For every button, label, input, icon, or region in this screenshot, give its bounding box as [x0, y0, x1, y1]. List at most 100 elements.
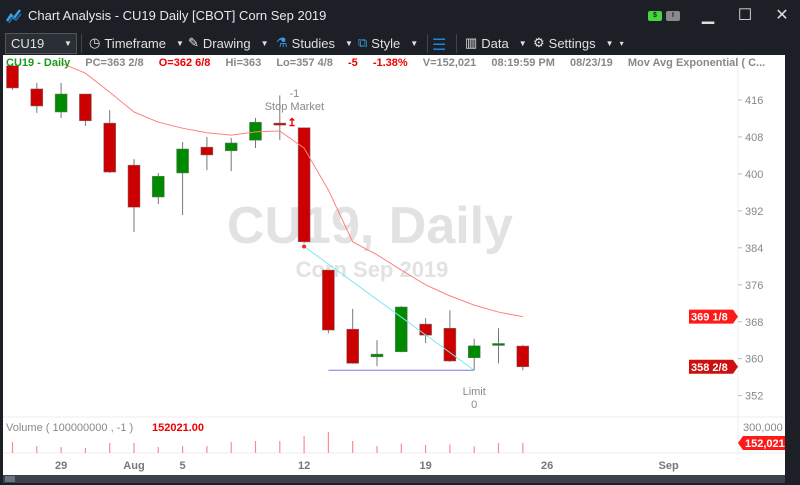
chart-header: CU19 - Daily PC=363 2/8 O=362 6/8 Hi=363…: [6, 57, 777, 69]
clock-icon: ◷: [89, 35, 101, 50]
link-button[interactable]: ☰: [432, 35, 446, 55]
settings-label: Settings: [548, 35, 596, 51]
studies-label: Studies: [291, 35, 336, 51]
flask-icon: ⚗: [276, 35, 288, 50]
toolbar: CU19 ▼ ◷ Timeframe ▼ ✎ Drawing ▼ ⚗ Studies ▼ ⧉ S…: [0, 32, 800, 55]
style-icon: ⧉: [358, 35, 368, 50]
header-volume: V=152,021: [422, 57, 477, 69]
candle-body[interactable]: [492, 343, 505, 346]
drawing-menu[interactable]: ✎ Drawing ▼: [188, 35, 269, 51]
symbol-select[interactable]: CU19 ▼: [5, 33, 77, 54]
price-tick-label: 384: [745, 243, 763, 255]
chevron-down-icon: ▼: [410, 38, 419, 48]
chevron-down-icon: ▼: [345, 38, 353, 48]
chart-area[interactable]: CU19, Daily Corn Sep 2019 416 408 400 392 38…: [3, 55, 785, 455]
header-study: Mov Avg Exponential ( C...: [627, 57, 766, 69]
stop-order-label[interactable]: Stop Market: [265, 101, 324, 113]
header-prev-close: PC=363 2/8: [85, 57, 144, 69]
date-tick-label: 26: [541, 460, 553, 472]
watermark-subtitle: Corn Sep 2019: [296, 257, 449, 282]
stop-order-qty[interactable]: -1: [289, 88, 299, 100]
price-tick-label: 416: [745, 95, 763, 107]
trendline[interactable]: [303, 246, 475, 371]
header-low: Lo=357 4/8: [276, 57, 333, 69]
price-tick-label: 376: [745, 280, 763, 292]
minimize-button[interactable]: ▁: [701, 7, 715, 24]
header-symbol: CU19 - Daily: [6, 57, 71, 69]
info-status-pill[interactable]: I: [666, 11, 680, 21]
scroll-thumb[interactable]: [5, 476, 15, 482]
ema-line[interactable]: [60, 62, 523, 318]
date-axis: 29 Aug 5 12 19 26 Sep: [3, 455, 785, 475]
price-tick-label: 360: [745, 354, 763, 366]
header-open: O=362 6/8: [158, 57, 211, 69]
date-tick-label: 12: [298, 460, 310, 472]
horizontal-scrollbar[interactable]: [3, 475, 785, 483]
candle-body[interactable]: [152, 175, 165, 198]
gear-icon: ⚙: [533, 35, 545, 50]
data-menu[interactable]: ▥ Data ▼: [465, 35, 527, 51]
candle-body[interactable]: [297, 127, 311, 243]
date-tick-label: 29: [55, 460, 67, 472]
price-tick-label: 392: [745, 206, 763, 218]
candle-body[interactable]: [79, 93, 92, 122]
candle-body[interactable]: [103, 122, 116, 173]
timeframe-menu[interactable]: ◷ Timeframe ▼: [89, 35, 184, 51]
header-date: 08/23/19: [569, 57, 613, 69]
price-tick-label: 368: [745, 317, 763, 329]
link-icon: ☰: [432, 37, 447, 54]
header-change-pct: -1.38%: [372, 57, 408, 69]
candle-body[interactable]: [467, 345, 481, 359]
candle-body[interactable]: [176, 148, 189, 174]
limit-order-qty[interactable]: 0: [471, 399, 477, 411]
date-tick-label: Sep: [659, 460, 679, 472]
candle-body[interactable]: [419, 323, 432, 336]
candle-body[interactable]: [54, 93, 68, 113]
bar-chart-icon: ▥: [465, 35, 478, 50]
candle-body[interactable]: [346, 328, 359, 364]
price-tick-label: 400: [745, 169, 763, 181]
ma-last-marker: 369 1/8: [691, 312, 728, 324]
ma-last-marker-flag: [689, 309, 738, 324]
data-label: Data: [481, 35, 509, 51]
candle-body[interactable]: [370, 353, 384, 358]
trendline-anchor[interactable]: [302, 244, 307, 249]
chevron-down-icon: ▼: [260, 38, 269, 48]
candle-body[interactable]: [6, 65, 19, 89]
limit-order-label[interactable]: Limit: [463, 386, 486, 398]
last-price-marker: 358 2/8: [691, 362, 728, 374]
drawing-label: Drawing: [202, 35, 251, 51]
candle-body[interactable]: [30, 88, 44, 107]
last-volume-marker: 152,021: [745, 438, 785, 450]
studies-menu[interactable]: ⚗ Studies ▼: [276, 35, 353, 51]
price-tick-label: 408: [745, 132, 763, 144]
candle-body[interactable]: [249, 121, 262, 141]
header-change: -5: [347, 57, 358, 69]
overflow-icon[interactable]: ▾: [619, 38, 624, 48]
title-bar: Chart Analysis - CU19 Daily [CBOT] Corn …: [0, 0, 800, 32]
price-chart[interactable]: CU19, Daily Corn Sep 2019 416 408 400 392 38…: [3, 55, 785, 455]
candle-body[interactable]: [322, 269, 335, 331]
price-tick-label: 352: [745, 391, 763, 403]
style-label: Style: [371, 35, 401, 51]
close-button[interactable]: ✕: [775, 7, 789, 24]
volume-study-value: 152021.00: [152, 422, 204, 434]
date-tick-label: 19: [419, 460, 431, 472]
settings-menu[interactable]: ⚙ Settings ▼ ▾: [533, 35, 624, 51]
chevron-down-icon: ▼: [518, 38, 527, 48]
app-logo-icon: [6, 9, 22, 24]
divider: [427, 34, 428, 53]
divider: [456, 34, 457, 53]
candle-body[interactable]: [516, 345, 530, 368]
candle-body[interactable]: [443, 327, 457, 362]
candle-body[interactable]: [127, 164, 141, 208]
divider: [81, 34, 82, 53]
style-menu[interactable]: ⧉ Style ▼: [358, 35, 418, 51]
candle-body[interactable]: [200, 146, 214, 156]
candle-body[interactable]: [224, 142, 238, 152]
maximize-button[interactable]: ☐: [737, 7, 753, 24]
candle-body[interactable]: [273, 122, 287, 126]
stop-arrow-icon: ↥: [287, 117, 296, 129]
connection-status-pill[interactable]: $: [648, 11, 662, 21]
candle-body[interactable]: [395, 306, 408, 353]
